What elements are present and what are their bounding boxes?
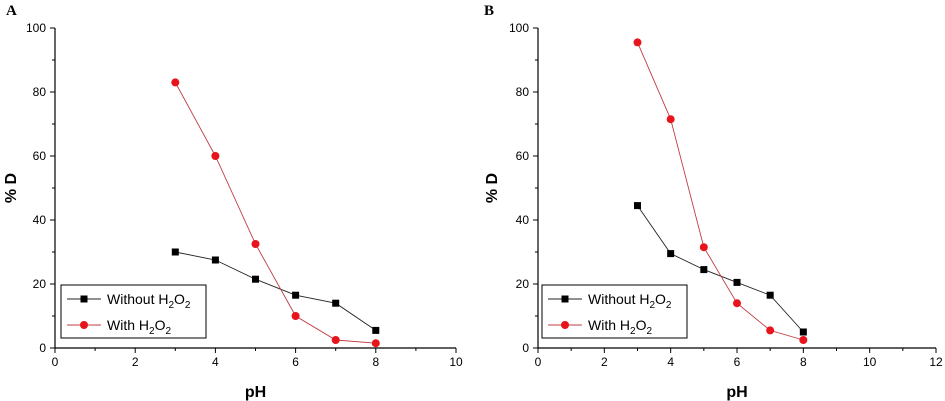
panel-label: A [6,3,17,19]
y-tick-label: 40 [33,213,47,227]
y-tick-label: 80 [33,85,47,99]
data-point [799,328,807,336]
data-point [799,336,808,344]
x-tick-label: 0 [535,355,542,369]
data-point [291,312,300,320]
series-with-h2o2 [171,78,380,348]
data-point [292,291,300,299]
data-point [633,38,642,47]
data-point [371,339,380,348]
x-tick-label: 4 [212,355,219,369]
legend-marker [80,321,88,329]
y-tick-label: 0 [522,341,529,355]
y-tick-label: 100 [509,21,529,35]
legend: Without H2O2 With H2O2 [541,284,688,339]
legend-entry-label: With H2O2 [588,317,652,337]
data-point [171,78,180,87]
data-point [331,336,340,344]
x-tick-label: 2 [601,355,608,369]
y-tick-label: 20 [516,277,530,291]
data-point [733,299,741,308]
x-tick-label: 8 [800,355,807,369]
legend-box [60,284,207,339]
y-tick-label: 40 [516,213,530,227]
x-tick-label: 4 [667,355,674,369]
legend-marker [80,295,88,303]
series-line [637,42,804,341]
x-tick-label: 10 [449,355,463,369]
legend-entry-label: Without H2O2 [107,291,191,311]
y-axis-label: % D [3,173,20,203]
x-tick-label: 2 [132,355,139,369]
legend: Without H2O2 With H2O2 [60,284,207,339]
x-tick-label: 12 [929,355,943,369]
series-with-h2o2 [633,38,808,344]
data-point [666,115,675,124]
x-tick-label: 0 [52,355,59,369]
data-point [171,248,179,256]
x-tick-label: 6 [292,355,299,369]
data-point [634,202,641,210]
x-tick-label: 10 [863,355,877,369]
data-point [733,278,741,286]
data-point [252,275,259,283]
legend-marker [561,321,569,329]
legend-marker [561,295,569,303]
series-line [174,82,376,344]
data-point [766,291,774,299]
data-point [766,326,775,335]
data-point [332,299,340,307]
y-tick-label: 60 [33,149,47,163]
legend-box [541,284,688,339]
x-tick-label: 6 [734,355,741,369]
series-without-h2o2 [171,248,380,334]
legend-entry-label: Without H2O2 [588,291,672,311]
x-tick-label: 8 [372,355,379,369]
series-line [175,251,377,331]
y-tick-label: 60 [516,149,530,163]
data-point [700,266,708,274]
data-point [211,152,220,160]
data-point [251,240,260,248]
data-point [211,256,219,264]
y-tick-label: 20 [33,277,47,291]
y-tick-label: 0 [39,341,46,355]
data-point [372,326,380,334]
data-point [699,243,708,252]
y-tick-label: 100 [26,21,46,35]
y-axis-label: % D [484,173,501,203]
x-axis-label: pH [245,384,266,401]
legend-entry-label: With H2O2 [107,317,171,337]
panel-label: B [484,3,494,19]
y-tick-label: 80 [516,85,530,99]
x-axis-label: pH [726,384,747,401]
data-point [667,250,675,258]
